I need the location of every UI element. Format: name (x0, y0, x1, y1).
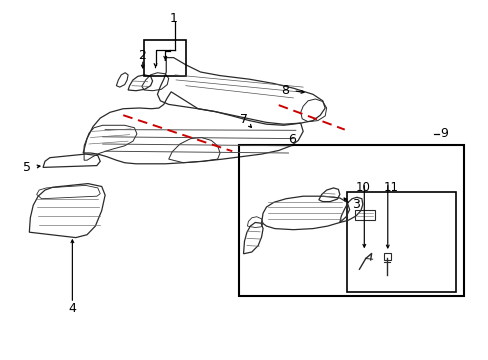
Text: 1: 1 (169, 12, 177, 25)
Text: 11: 11 (383, 181, 398, 194)
Bar (238, 145, 463, 296)
Text: 6: 6 (288, 133, 296, 146)
Text: 8: 8 (281, 84, 289, 97)
Text: 7: 7 (239, 113, 247, 126)
Bar (354, 210, 374, 220)
Bar (144, 40, 185, 76)
Bar (383, 253, 390, 260)
Bar (346, 192, 455, 292)
Text: 3: 3 (351, 198, 359, 211)
Text: 9: 9 (439, 127, 447, 140)
Text: 5: 5 (23, 161, 31, 174)
Text: 2: 2 (138, 49, 145, 62)
Text: 10: 10 (355, 181, 369, 194)
Text: 4: 4 (68, 302, 76, 315)
